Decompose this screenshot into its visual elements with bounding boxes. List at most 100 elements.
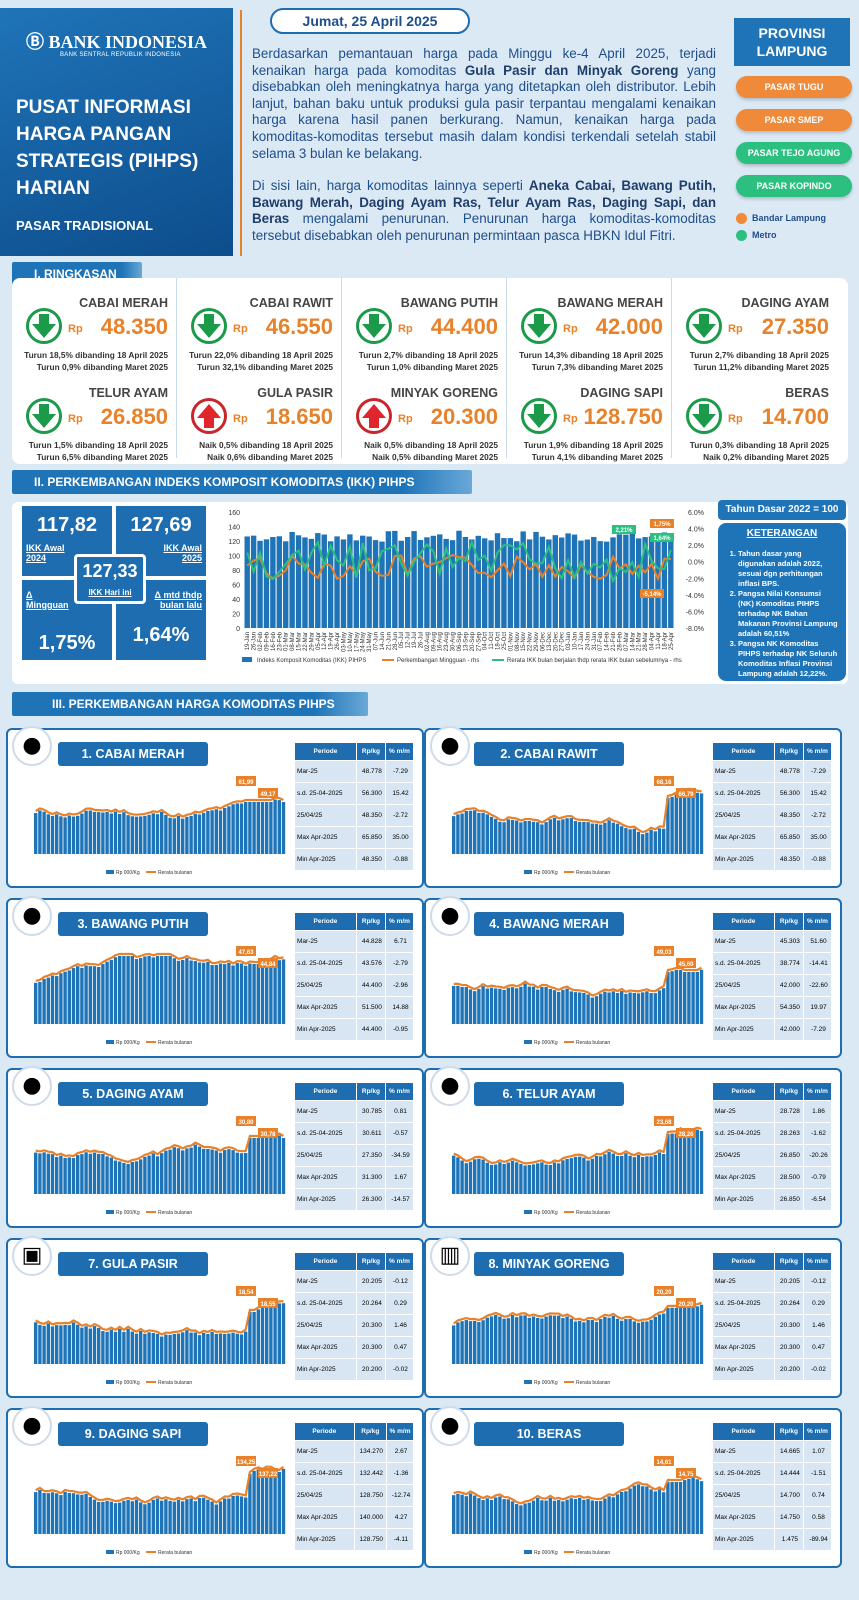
chart-label: 68,16: [654, 776, 674, 786]
price-bar: [523, 1165, 527, 1194]
x-tick-label: 28-Jun: [393, 632, 399, 650]
price-bar: [164, 1334, 168, 1364]
ikk-bar: [552, 535, 558, 628]
table-cell: -0.95: [385, 1018, 414, 1041]
table-cell: 20.264: [773, 1292, 805, 1315]
table-cell: -6.54: [803, 1188, 832, 1211]
price-bar: [80, 967, 84, 1024]
price-bar: [468, 1161, 473, 1194]
price-bar: [218, 1501, 223, 1534]
market-button[interactable]: PASAR TEJO AGUNG: [736, 142, 852, 164]
x-tick-label: 12-Apr: [322, 632, 328, 650]
price-bar: [193, 1501, 197, 1534]
change-weekly: Turun 2,7% dibanding 18 April 2025: [689, 350, 829, 360]
price-bar: [624, 993, 628, 1024]
table-row: Mar-25 14.665 1.07: [712, 1440, 832, 1463]
price-bar: [164, 1499, 168, 1534]
price-bar: [569, 1158, 573, 1194]
price-bar: [489, 1164, 494, 1194]
table-cell: 26.300: [355, 1188, 387, 1211]
table-cell: -1.62: [803, 1122, 832, 1145]
price-bar: [473, 1321, 477, 1364]
price-bar: [489, 1499, 494, 1534]
price-bar: [615, 823, 620, 854]
price-bar: [122, 1162, 126, 1194]
market-button[interactable]: PASAR KOPINDO: [736, 175, 852, 197]
table-cell: Min Apr-2025: [294, 1018, 357, 1041]
commodity-panel: 10. BERAS ● 14,61 14,75 Rp 000/Kg Rerata bula…: [424, 1406, 842, 1568]
price-bar: [649, 993, 653, 1024]
ikk-bar: [507, 538, 514, 628]
price-bar: [599, 1500, 603, 1534]
price-bar: [531, 1164, 536, 1194]
price-bar: [527, 1164, 531, 1194]
intro-text: Berdasarkan pemantauan harga pada Minggu…: [252, 46, 717, 243]
currency-label: Rp: [563, 323, 578, 335]
table-cell: Mar-25: [712, 1440, 775, 1463]
price-bar: [666, 972, 670, 1024]
ikk-chart: 160 140 120 100 80 60 40 20 0 6.0% 4.0% 2.0% 0.0% -2.…: [228, 510, 704, 664]
table-cell: 1.67: [385, 1166, 414, 1189]
price-bar: [632, 1485, 636, 1534]
price-bar: [71, 1322, 76, 1364]
table-header: % m/m: [385, 912, 414, 931]
price-bar: [485, 814, 489, 854]
price-bar: [653, 1491, 657, 1534]
table-cell: 44.400: [355, 974, 387, 997]
svg-text:Rerata IKK bulan berjalan thdp: Rerata IKK bulan berjalan thdp rerata IK…: [507, 658, 682, 664]
price-bar: [193, 813, 197, 854]
price-bar: [76, 1324, 80, 1364]
chart-label: 45,60: [676, 958, 696, 968]
table-cell: s.d. 25-04-2025: [294, 952, 357, 975]
commodity-panel: 8. MINYAK GORENG ▥ 20,20 20,20 Rp 000/Kg Rera…: [424, 1236, 842, 1398]
table-row: Max Apr-2025 20.300 0.47: [294, 1336, 414, 1359]
price-bar: [67, 1325, 71, 1364]
table-cell: 140.000: [353, 1506, 388, 1529]
table-cell: Mar-25: [294, 760, 357, 783]
currency-label: Rp: [728, 413, 743, 425]
price-bar: [456, 1493, 460, 1534]
market-button[interactable]: PASAR SMEP: [736, 109, 852, 131]
price-bar: [485, 988, 489, 1024]
price-bar: [485, 1498, 489, 1534]
ikk-bar: [475, 535, 481, 628]
ikk-bar: [501, 538, 507, 628]
price-bar: [260, 1138, 265, 1194]
table-cell: 20.300: [773, 1336, 805, 1359]
table-cell: Max Apr-2025: [712, 826, 775, 849]
price-bar: [92, 1499, 97, 1534]
svg-text:30,80: 30,80: [238, 1120, 254, 1126]
table-cell: 27.350: [355, 1144, 387, 1167]
price-bar: [84, 1493, 88, 1534]
price-bar: [699, 1304, 704, 1364]
svg-text:20,20: 20,20: [656, 1290, 672, 1296]
panel-legend: Rp 000/Kg Rerata bulanan: [106, 1380, 192, 1386]
x-tick-label: 18-Apr: [662, 632, 668, 650]
chart-label: 134,25: [236, 1456, 256, 1466]
price-bar: [632, 828, 636, 854]
svg-text:Rp 000/Kg: Rp 000/Kg: [534, 1210, 558, 1216]
market-button[interactable]: PASAR TUGU: [736, 76, 852, 98]
price-bar: [239, 803, 244, 854]
price-bar: [130, 1161, 134, 1194]
price-bar: [527, 1317, 531, 1364]
price-bar: [134, 1161, 139, 1194]
price-bar: [594, 996, 599, 1024]
price-bar: [67, 1492, 71, 1534]
price-bar: [611, 991, 615, 1024]
table-cell: 14.444: [773, 1462, 805, 1485]
table-cell: 56.300: [355, 782, 387, 805]
table-row: s.d. 25-04-2025 38.774 -14.41: [712, 952, 832, 975]
price-bar: [628, 1488, 632, 1534]
commodity-panel: 2. CABAI RAWIT ● 68,16 66,79 Rp 000/Kg Rerata…: [424, 726, 842, 888]
ikk-bar: [533, 531, 539, 628]
price-bar: [653, 1154, 657, 1194]
table-cell: 2.67: [386, 1440, 414, 1463]
change-weekly: Turun 22,0% dibanding 18 April 2025: [189, 350, 333, 360]
arrow-up-icon: [356, 398, 392, 434]
price-bar: [122, 1331, 126, 1364]
price-bar: [38, 981, 42, 1024]
price-bar: [206, 810, 210, 854]
table-cell: 48.350: [355, 848, 387, 871]
price-bar: [636, 1322, 641, 1364]
